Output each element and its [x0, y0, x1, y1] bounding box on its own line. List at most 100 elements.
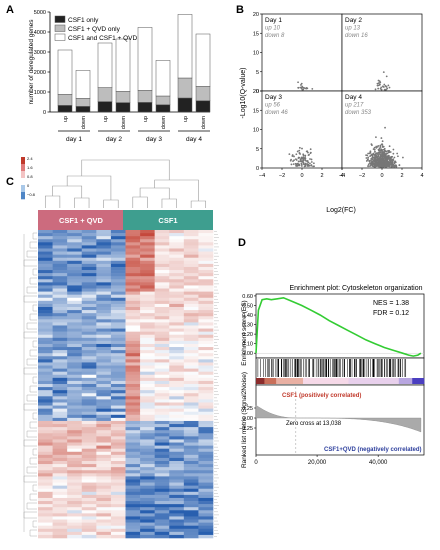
heatmap-cell	[198, 420, 214, 425]
heatmap-cell	[96, 424, 112, 428]
heatmap-cell	[110, 313, 126, 317]
heatmap-cell	[38, 328, 53, 332]
heatmap-cell	[67, 476, 83, 480]
heatmap-cell	[154, 396, 170, 400]
data-point	[298, 152, 301, 155]
heatmap-cell	[183, 328, 199, 332]
heatmap-cell	[81, 325, 97, 329]
heatmap-cell	[198, 516, 214, 520]
heatmap-cell	[198, 343, 214, 348]
data-point	[375, 146, 378, 149]
heatmap-cell	[169, 454, 185, 459]
legend-color-step	[21, 185, 25, 193]
bar-segment	[155, 104, 171, 113]
data-point	[385, 75, 388, 78]
heatmap-cell	[96, 417, 112, 422]
heatmap-cell	[67, 233, 83, 237]
heatmap-cell	[110, 467, 126, 471]
heatmap-cell	[169, 362, 185, 366]
heatmap-cell	[110, 491, 126, 496]
heatmap-cell	[154, 497, 170, 502]
heatmap-cell	[96, 420, 112, 425]
heatmap-cell	[154, 319, 170, 323]
heatmap-cell	[183, 374, 199, 379]
heatmap-cell	[110, 411, 126, 416]
heatmap-cell	[183, 291, 199, 295]
heatmap-cell	[169, 276, 185, 280]
heatmap-cell	[154, 516, 170, 520]
heatmap-cell	[125, 525, 141, 530]
heatmap-cell	[183, 251, 199, 255]
rank-gradient-segment	[276, 378, 304, 384]
data-point	[375, 155, 378, 158]
heatmap-cell	[198, 365, 214, 369]
heatmap-cell	[110, 445, 126, 449]
gsea-pos-label: CSF1 (positively correlated)	[282, 393, 361, 399]
data-point	[382, 148, 385, 151]
heatmap-cell	[38, 522, 53, 526]
data-point	[382, 159, 384, 162]
data-point	[384, 156, 387, 158]
heatmap-cell	[52, 448, 68, 453]
heatmap-cell	[154, 405, 170, 409]
heatmap-cell	[198, 331, 214, 336]
heatmap-cell	[198, 461, 214, 465]
heatmap-cell	[183, 522, 199, 526]
heatmap-cell	[183, 233, 199, 237]
heatmap-cell	[154, 245, 170, 249]
data-point	[302, 86, 304, 89]
heatmap-cell	[183, 519, 199, 523]
y-tick-label: 5	[256, 147, 259, 153]
heatmap-cell	[154, 417, 170, 422]
heatmap-cell	[125, 319, 141, 323]
heatmap-cell	[52, 377, 68, 382]
heatmap-cell	[52, 260, 68, 265]
heatmap-cell	[81, 245, 97, 249]
heatmap-cell	[154, 322, 170, 326]
heatmap-cell	[81, 316, 97, 320]
heatmap-cell	[154, 334, 170, 339]
heatmap-cell	[110, 393, 126, 397]
heatmap-cell	[81, 513, 97, 517]
heatmap-cell	[81, 491, 97, 496]
heatmap-cell	[52, 343, 68, 348]
heatmap-cell	[67, 436, 83, 440]
heatmap-cell	[110, 396, 126, 400]
heatmap-cell	[38, 445, 53, 449]
heatmap-cell	[52, 402, 68, 406]
heatmap-cell	[154, 445, 170, 449]
data-point	[299, 160, 302, 163]
heatmap-cell	[96, 236, 112, 240]
heatmap-column-dendrogram	[44, 159, 207, 208]
bar-segment	[115, 91, 131, 103]
heatmap-cell	[52, 430, 68, 434]
heatmap-cell	[81, 254, 97, 259]
heatmap-cell	[198, 430, 214, 434]
heatmap-cell	[67, 331, 83, 336]
heatmap-cell	[125, 365, 141, 369]
heatmap-cell	[125, 513, 141, 517]
heatmap-cell	[140, 414, 155, 419]
heatmap-cell	[110, 291, 126, 295]
heatmap-cell	[154, 531, 170, 536]
heatmap-cell	[140, 430, 155, 434]
heatmap-cell	[38, 442, 53, 446]
bar-segment	[137, 102, 153, 113]
heatmap-cell	[67, 353, 83, 357]
heatmap-cell	[198, 476, 214, 480]
facet-title: Day 3	[265, 94, 282, 101]
heatmap-cell	[81, 519, 97, 523]
heatmap-cell	[52, 479, 68, 483]
data-point	[378, 156, 381, 158]
heatmap-cell	[125, 356, 141, 360]
bar-label: up	[143, 116, 149, 122]
heatmap-cell	[183, 516, 199, 520]
heatmap-cell	[183, 470, 199, 474]
heatmap-cell	[125, 322, 141, 326]
heatmap-cell	[154, 461, 170, 465]
heatmap-cell	[198, 300, 214, 305]
heatmap-cell	[52, 420, 68, 425]
heatmap-cell	[96, 353, 112, 357]
heatmap-cell	[52, 310, 68, 314]
heatmap-cell	[96, 350, 112, 354]
